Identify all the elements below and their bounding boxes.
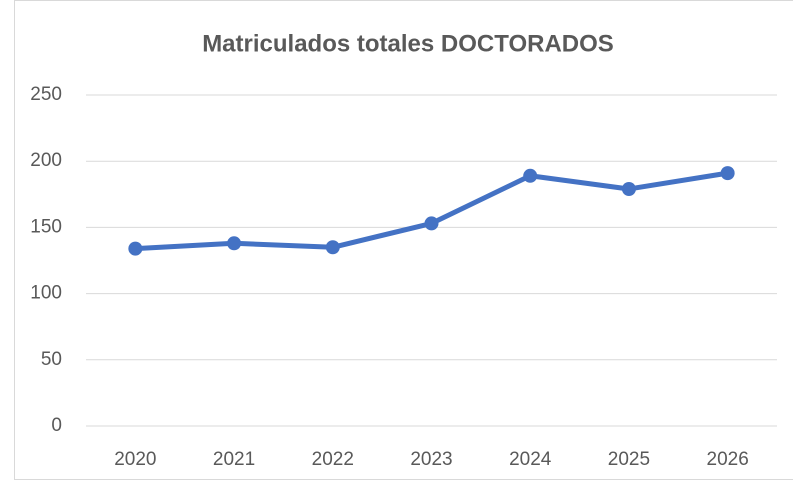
x-tick-label: 2026 <box>707 449 749 470</box>
data-point <box>523 168 538 183</box>
chart-title: Matriculados totales DOCTORADOS <box>202 30 614 57</box>
y-tick-label: 150 <box>30 216 62 237</box>
x-tick-label: 2025 <box>608 449 650 470</box>
y-tick-label: 200 <box>30 150 62 171</box>
data-point <box>128 241 143 256</box>
x-tick-label: 2020 <box>114 449 156 470</box>
data-point <box>621 182 636 197</box>
x-tick-label: 2021 <box>213 449 255 470</box>
y-tick-label: 0 <box>51 415 62 436</box>
x-tick-label: 2024 <box>509 449 552 470</box>
x-tick-label: 2022 <box>312 449 354 470</box>
x-tick-label: 2023 <box>410 449 452 470</box>
data-point <box>325 240 340 255</box>
y-tick-label: 250 <box>30 84 62 105</box>
y-tick-label: 50 <box>41 349 62 370</box>
data-point <box>227 236 242 251</box>
y-tick-label: 100 <box>30 283 62 304</box>
chart-border <box>14 0 793 480</box>
data-point <box>424 216 439 231</box>
data-point <box>720 166 735 181</box>
